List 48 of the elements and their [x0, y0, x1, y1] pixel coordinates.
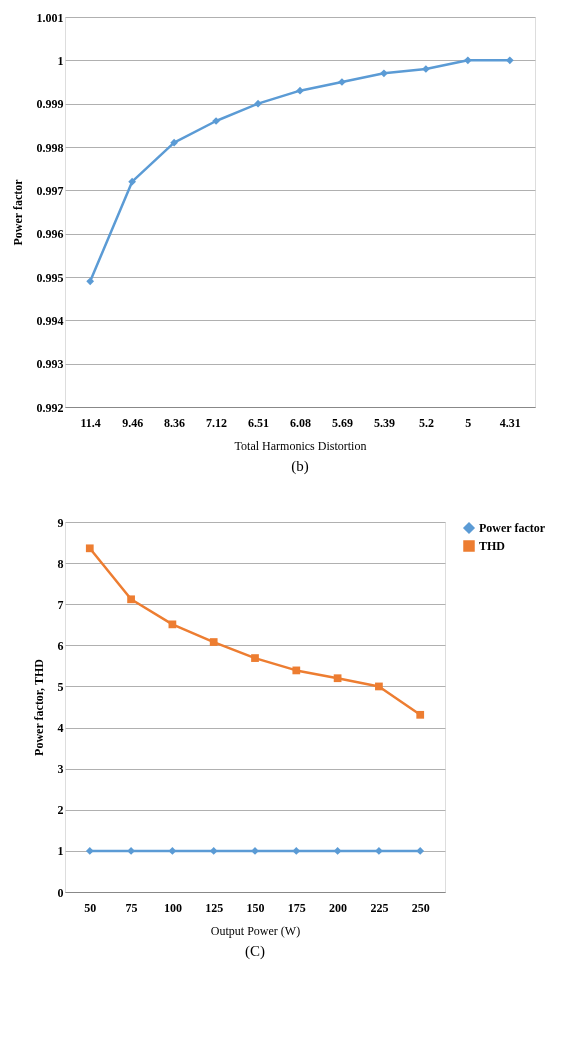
- x-tick-label: 11.4: [80, 415, 101, 430]
- x-tick-label: 5.2: [418, 415, 434, 430]
- y-tick-label: 0.998: [36, 140, 64, 155]
- y-tick-label: 0.997: [36, 183, 64, 198]
- x-tick-label: 7.12: [206, 415, 228, 430]
- y-axis-title: Power factor, THD: [31, 658, 46, 756]
- x-tick-label: 125: [205, 900, 224, 915]
- x-tick-label: 8.36: [164, 415, 186, 430]
- y-axis-title: Power factor: [10, 178, 25, 246]
- x-tick-label: 6.08: [290, 415, 311, 430]
- y-tick-label: 2: [57, 803, 64, 818]
- y-tick-label: 3: [57, 762, 64, 777]
- legend-label: Power factor: [479, 521, 546, 535]
- x-tick-label: 5: [465, 415, 472, 430]
- y-tick-label: 0.993: [36, 357, 64, 372]
- y-tick-label: 0: [57, 885, 64, 900]
- legend-label: THD: [479, 539, 506, 553]
- y-tick-label: 0.999: [36, 97, 64, 112]
- x-tick-label: 50: [84, 900, 97, 915]
- x-tick-label: 6.51: [248, 415, 270, 430]
- x-axis-title: Total Harmonics Distortion: [234, 438, 367, 453]
- x-tick-label: 200: [329, 900, 348, 915]
- x-tick-label: 175: [287, 900, 306, 915]
- y-tick-label: 1: [57, 53, 64, 68]
- x-tick-label: 100: [163, 900, 182, 915]
- y-tick-label: 1: [57, 844, 64, 859]
- x-tick-label: 150: [246, 900, 265, 915]
- y-tick-label: 5: [57, 679, 64, 694]
- text: (C): [245, 943, 265, 960]
- y-tick-label: 9: [57, 515, 64, 530]
- y-tick-label: 0.996: [36, 227, 64, 242]
- y-tick-label: 0.992: [36, 400, 64, 415]
- x-tick-label: 9.46: [122, 415, 144, 430]
- y-tick-label: 8: [57, 556, 64, 571]
- y-tick-label: 4: [57, 721, 64, 736]
- y-tick-label: 0.995: [36, 270, 64, 285]
- x-tick-label: 4.31: [499, 415, 521, 430]
- text: (b): [291, 458, 309, 475]
- x-tick-label: 5.39: [373, 415, 395, 430]
- y-tick-label: 1.001: [36, 10, 64, 25]
- y-tick-label: 7: [57, 597, 64, 612]
- x-tick-label: 75: [125, 900, 138, 915]
- x-tick-label: 250: [411, 900, 430, 915]
- x-tick-label: 5.69: [331, 415, 353, 430]
- y-tick-label: 6: [57, 638, 64, 653]
- x-axis-title: Output Power (W): [210, 923, 301, 938]
- x-tick-label: 225: [370, 900, 389, 915]
- y-tick-label: 0.994: [36, 313, 64, 328]
